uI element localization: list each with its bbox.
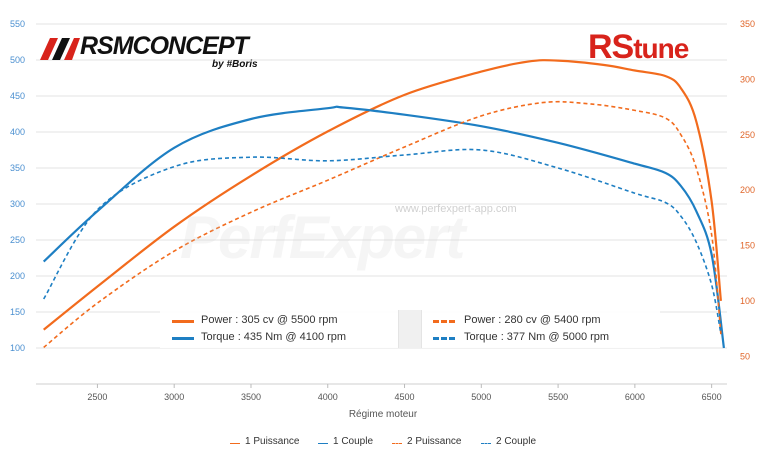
left-tick-label: 200 xyxy=(10,271,25,281)
bottom-legend-item-2[interactable]: 1 Couple xyxy=(333,436,374,447)
x-tick-label: 3000 xyxy=(164,392,184,402)
left-tick-label: 400 xyxy=(10,127,25,137)
legend-label-4: Torque : 377 Nm @ 5000 rpm xyxy=(464,331,610,343)
rstune-main: RS xyxy=(588,28,634,66)
x-tick-label: 4000 xyxy=(318,392,338,402)
left-tick-label: 300 xyxy=(10,199,25,209)
x-axis-label: Régime moteur xyxy=(349,409,418,420)
left-tick-label: 350 xyxy=(10,163,25,173)
legend-label-2: Torque : 435 Nm @ 4100 rpm xyxy=(201,331,347,343)
left-tick-label: 450 xyxy=(10,91,25,101)
bottom-legend-swatch-3[interactable] xyxy=(392,443,402,444)
series-line-4 xyxy=(43,148,722,334)
left-axis-ticks: 100 150 200 250 300 350 400 450 500 550 xyxy=(10,19,25,353)
bottom-legend-item-4[interactable]: 2 Couple xyxy=(496,436,537,447)
rstune-low: tune xyxy=(633,33,689,64)
bottom-legend-item-1[interactable]: 1 Puissance xyxy=(245,436,300,447)
right-tick-label: 100 xyxy=(740,296,755,306)
grid-lines xyxy=(36,23,727,385)
series-line-3 xyxy=(43,100,722,349)
right-tick-label: 50 xyxy=(740,351,750,361)
legend-swatch-1 xyxy=(172,320,194,323)
rstune-logo: RStune xyxy=(588,28,689,67)
legend-divider-image xyxy=(398,310,422,348)
right-tick-label: 200 xyxy=(740,185,755,195)
right-tick-label: 350 xyxy=(740,19,755,29)
series-line-2 xyxy=(42,105,725,349)
right-tick-label: 250 xyxy=(740,130,755,140)
series-line-1 xyxy=(43,59,722,331)
x-tick-label: 2500 xyxy=(87,392,107,402)
x-tick-label: 5500 xyxy=(548,392,568,402)
legend-swatch-2 xyxy=(172,337,194,340)
legend-swatch-3 xyxy=(433,320,455,323)
brand-sub: by #Boris xyxy=(212,59,258,70)
bottom-legend-swatch-1[interactable] xyxy=(230,443,240,444)
rsmconcept-logo: RSMCONCEPT by #Boris xyxy=(36,30,266,76)
brand-name: RSMCONCEPT xyxy=(80,32,249,60)
checkered-flag-icon xyxy=(40,38,80,60)
left-tick-label: 500 xyxy=(10,55,25,65)
watermark-url: www.perfexpert-app.com xyxy=(395,203,517,215)
x-tick-label: 4500 xyxy=(395,392,415,402)
x-axis-ticks: 2500 3000 3500 4000 4500 5000 5500 6000 6500 xyxy=(87,384,722,402)
x-tick-label: 5000 xyxy=(471,392,491,402)
right-tick-label: 300 xyxy=(740,74,755,84)
x-tick-label: 3500 xyxy=(241,392,261,402)
left-tick-label: 150 xyxy=(10,307,25,317)
bottom-legend-swatch-2[interactable] xyxy=(318,443,328,444)
left-tick-label: 550 xyxy=(10,19,25,29)
bottom-legend: 1 Puissance 1 Couple 2 Puissance 2 Coupl… xyxy=(0,436,767,452)
legend-panel: Power : 305 cv @ 5500 rpm Torque : 435 N… xyxy=(160,310,660,348)
x-tick-label: 6500 xyxy=(702,392,722,402)
right-axis-ticks: 50 100 150 200 250 300 350 xyxy=(740,19,755,361)
bottom-legend-item-3[interactable]: 2 Puissance xyxy=(407,436,462,447)
watermark-logo: PerfExpert xyxy=(180,204,465,271)
legend-label-1: Power : 305 cv @ 5500 rpm xyxy=(201,314,338,326)
x-tick-label: 6000 xyxy=(625,392,645,402)
left-tick-label: 250 xyxy=(10,235,25,245)
bottom-legend-swatch-4[interactable] xyxy=(481,443,491,444)
legend-label-3: Power : 280 cv @ 5400 rpm xyxy=(464,314,601,326)
right-tick-label: 150 xyxy=(740,241,755,251)
left-tick-label: 100 xyxy=(10,343,25,353)
legend-swatch-4 xyxy=(433,337,455,340)
series-lines xyxy=(42,59,725,349)
